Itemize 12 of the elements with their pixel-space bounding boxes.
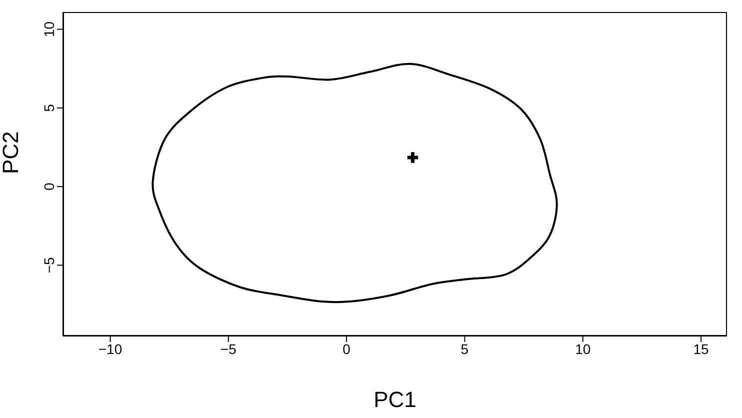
x-tick-label: 5 bbox=[460, 340, 469, 357]
x-tick-label: 0 bbox=[342, 340, 351, 357]
y-axis-title: PC2 bbox=[0, 131, 23, 174]
x-tick-label: −10 bbox=[98, 340, 122, 357]
x-tick-label: 10 bbox=[575, 340, 591, 357]
y-tick-label: 5 bbox=[40, 104, 57, 112]
y-tick-label: 10 bbox=[40, 21, 57, 38]
y-tick-label: −5 bbox=[40, 257, 57, 274]
x-tick-label: −5 bbox=[220, 340, 237, 357]
x-tick-label: 15 bbox=[693, 340, 710, 357]
y-tick-label: 0 bbox=[40, 182, 57, 190]
x-axis-title: PC1 bbox=[374, 387, 416, 412]
